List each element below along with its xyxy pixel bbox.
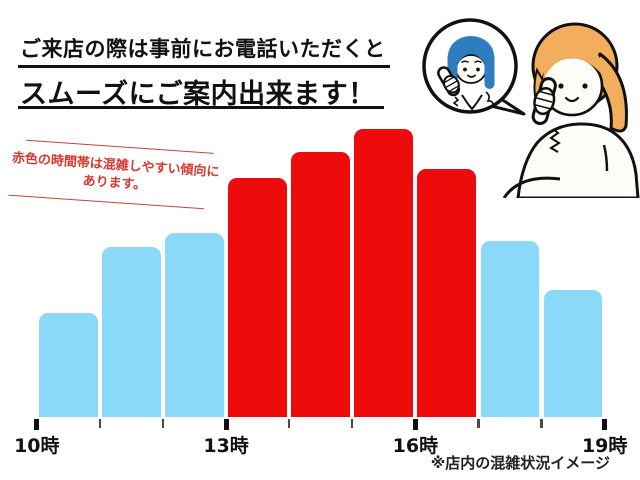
clerk-hair-right	[484, 52, 495, 89]
x-axis-minor-tick	[288, 419, 291, 428]
customer-shoulder-line	[502, 176, 561, 198]
clerk-bangs	[457, 47, 485, 64]
bar-15時台	[354, 129, 414, 417]
clerk-eyebrows	[461, 60, 482, 64]
clerk-smile	[467, 74, 476, 78]
headline-line1: ご来店の際は事前にお電話いただくと	[20, 37, 386, 61]
x-axis-label-19時: 19時	[581, 435, 628, 457]
customer-bangs	[543, 44, 605, 80]
bar-16時台	[417, 169, 477, 417]
x-axis-minor-tick	[351, 419, 354, 428]
clerk-phone-receiver-icon	[437, 66, 461, 97]
customer-eye-left	[558, 83, 564, 89]
x-axis-minor-tick	[98, 419, 102, 428]
x-axis-major-tick	[34, 419, 40, 430]
customer-arm-line	[602, 144, 609, 172]
x-axis-major-tick	[223, 419, 229, 430]
headline-underline-1	[18, 65, 390, 68]
clerk-collar	[461, 94, 483, 111]
customer-body	[516, 122, 640, 198]
customer-smile	[564, 96, 580, 103]
clerk-phone-cord-icon	[452, 96, 460, 107]
bar-12時台	[165, 233, 224, 417]
phone-receiver-icon	[531, 77, 557, 125]
headline-underline-2	[18, 106, 384, 109]
x-axis-minor-tick	[477, 419, 480, 428]
bar-11時台	[101, 247, 161, 417]
bar-13時台	[228, 178, 287, 417]
x-axis-label-13時: 13時	[203, 435, 249, 457]
phone-call-illustration	[422, 18, 640, 198]
clerk-eye-left	[463, 67, 467, 72]
customer-eye-right	[582, 83, 588, 89]
clerk-eye-right	[476, 67, 480, 72]
x-axis-major-tick	[412, 419, 418, 430]
x-axis-label-10時: 10時	[14, 435, 60, 457]
bar-10時台	[38, 313, 98, 417]
footnote: ※店内の混雑状況イメージ	[430, 454, 610, 472]
x-axis-minor-tick	[161, 419, 165, 428]
clerk-hair-curl	[485, 91, 494, 109]
bar-14時台	[291, 152, 351, 417]
x-axis-label-16時: 16時	[392, 435, 439, 457]
customer-hair-lock	[590, 52, 628, 133]
x-axis-minor-tick	[540, 419, 543, 428]
phone-cord-icon	[549, 128, 561, 153]
note-rule-top	[26, 139, 214, 154]
headline-line2: スムーズにご案内出来ます！	[20, 79, 376, 110]
x-axis-major-tick	[602, 419, 608, 430]
bar-17時台	[480, 241, 540, 417]
bar-18時台	[543, 290, 603, 417]
busy-hours-note: 赤色の時間帯は混雑しやすい傾向に あります。	[4, 138, 225, 210]
